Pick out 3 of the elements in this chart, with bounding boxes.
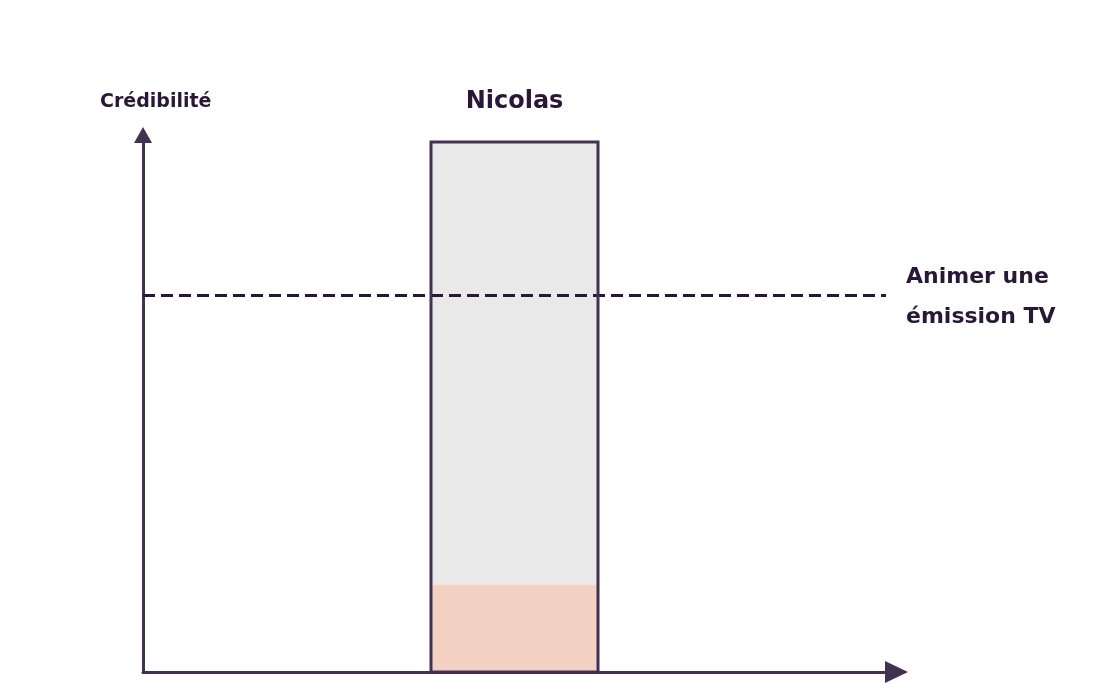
x-tick-label: Nicolas: [465, 86, 564, 114]
ref-line-label: Animer une émission TV: [906, 263, 1057, 329]
text: Crédibilité: [100, 88, 212, 111]
